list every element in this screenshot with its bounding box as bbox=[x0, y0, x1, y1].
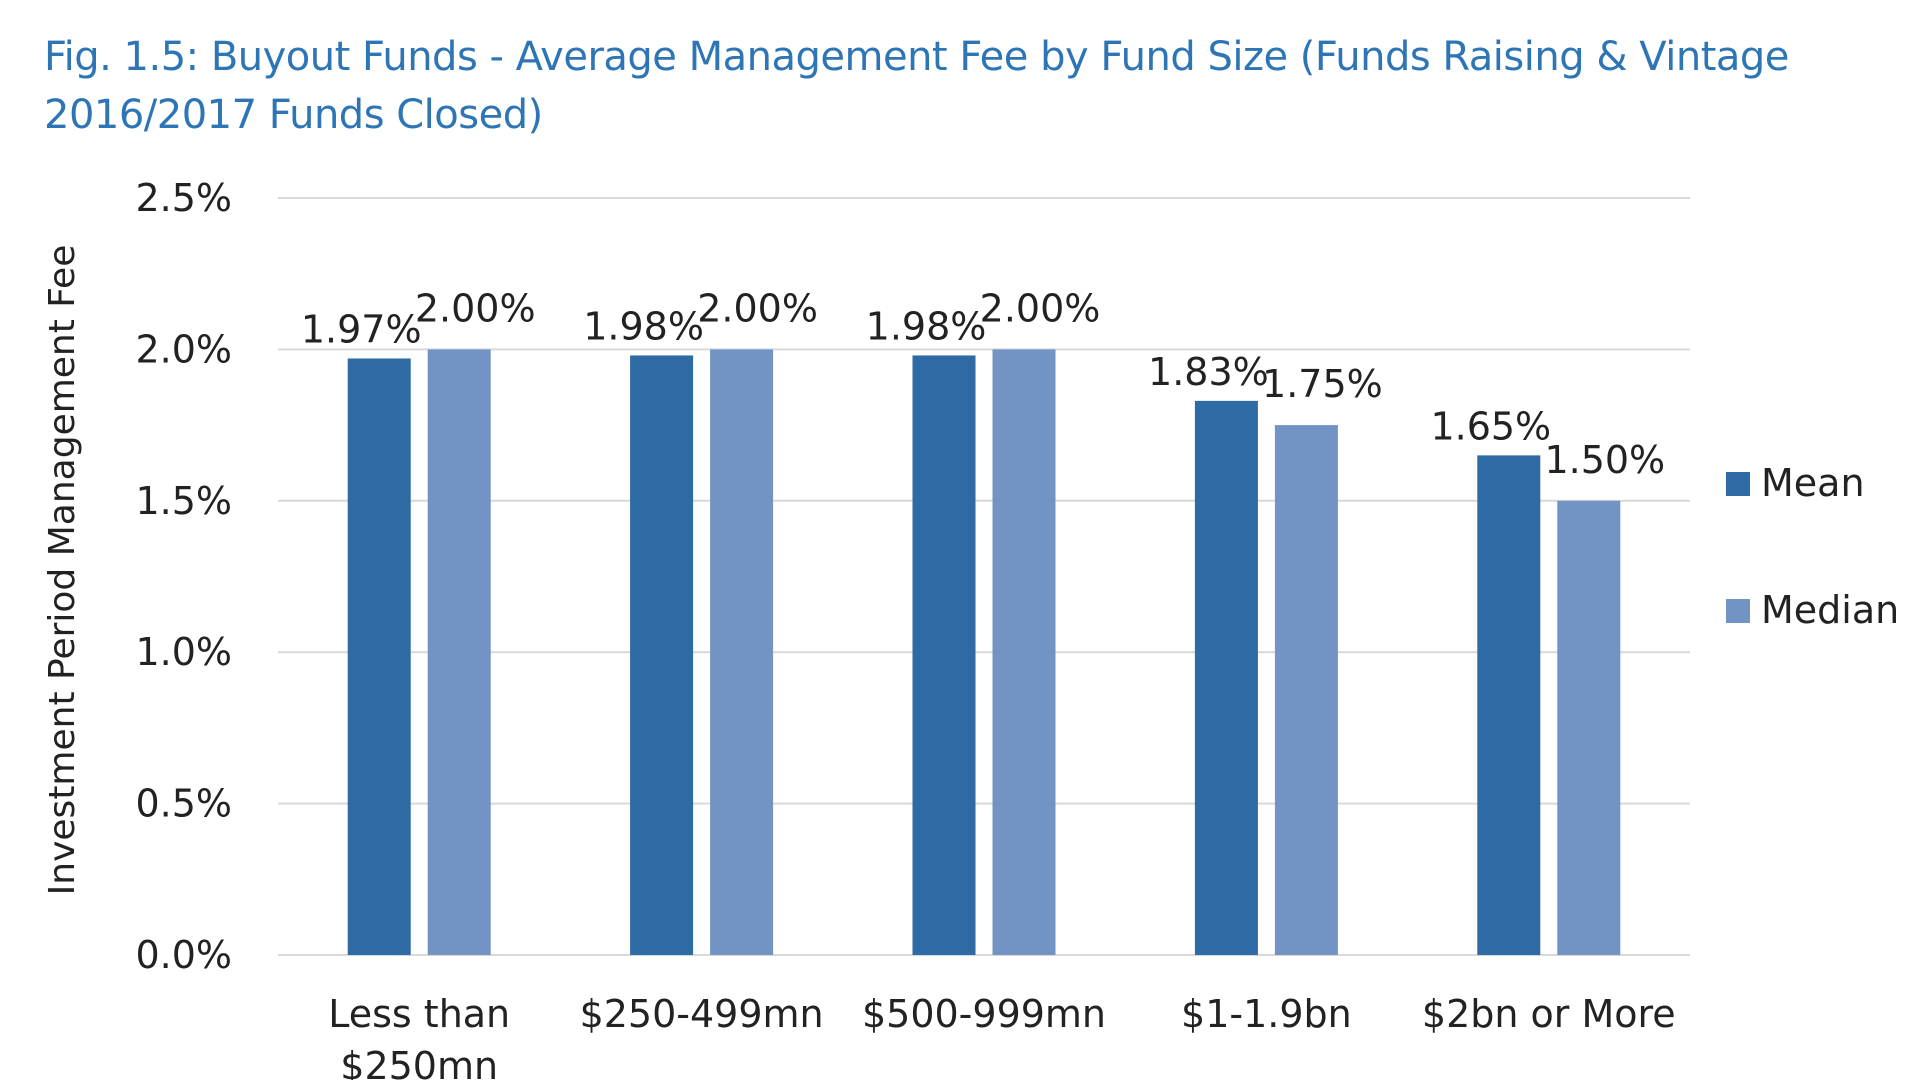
bars bbox=[347, 349, 1621, 956]
chart-title: Fig. 1.5: Buyout Funds - Average Managem… bbox=[44, 34, 1789, 138]
y-axis-title: Investment Period Management Fee bbox=[42, 245, 83, 896]
data-label: 1.97% bbox=[301, 307, 422, 351]
y-axis-ticks: 0.0% 0.5% 1.0% 1.5% 2.0% 2.5% bbox=[135, 176, 232, 977]
bar-mean bbox=[912, 355, 976, 955]
data-label: 2.00% bbox=[697, 286, 818, 330]
data-labels: 1.97%2.00% 1.98%2.00% 1.98%2.00%1.83%1.75%… bbox=[301, 286, 1665, 481]
data-label: 1.83% bbox=[1148, 350, 1269, 394]
y-tick-label: 0.5% bbox=[135, 782, 232, 826]
bar-mean bbox=[1477, 455, 1541, 955]
bar-mean bbox=[630, 355, 694, 955]
x-category-label: Less than bbox=[328, 992, 510, 1036]
legend: Mean Median bbox=[1726, 461, 1899, 632]
bar-median bbox=[710, 349, 774, 955]
data-label: 1.75% bbox=[1262, 362, 1383, 406]
data-label: 1.50% bbox=[1544, 438, 1665, 482]
data-label: 1.98% bbox=[583, 304, 704, 348]
gridlines bbox=[278, 197, 1690, 956]
x-category-label: $1-1.9bn bbox=[1181, 992, 1352, 1036]
y-tick-label: 2.0% bbox=[135, 327, 232, 371]
bar-median bbox=[992, 349, 1056, 955]
y-tick-label: 1.5% bbox=[135, 479, 232, 523]
x-category-label: $250-499mn bbox=[580, 992, 824, 1036]
x-axis-categories: Less than $250mn $250-499mn $500-999mn $1-1.… bbox=[328, 992, 1675, 1080]
bar-median bbox=[1557, 500, 1621, 955]
legend-swatch-mean bbox=[1726, 472, 1750, 496]
bar-median bbox=[427, 349, 491, 955]
data-label: 2.00% bbox=[415, 286, 536, 330]
data-label: 1.65% bbox=[1430, 404, 1551, 448]
x-category-label: $500-999mn bbox=[862, 992, 1106, 1036]
legend-label-mean: Mean bbox=[1761, 461, 1865, 505]
legend-swatch-median bbox=[1726, 599, 1750, 623]
y-tick-label: 2.5% bbox=[135, 176, 232, 220]
data-label: 1.98% bbox=[866, 304, 987, 348]
bar-mean bbox=[1194, 400, 1258, 956]
data-label: 2.00% bbox=[980, 286, 1101, 330]
x-category-label: $250mn bbox=[340, 1044, 498, 1080]
bar-mean bbox=[347, 358, 411, 955]
x-category-label: $2bn or More bbox=[1422, 992, 1676, 1036]
y-tick-label: 0.0% bbox=[135, 933, 232, 977]
bar-median bbox=[1274, 425, 1338, 956]
y-tick-label: 1.0% bbox=[135, 630, 232, 674]
legend-label-median: Median bbox=[1761, 588, 1899, 632]
